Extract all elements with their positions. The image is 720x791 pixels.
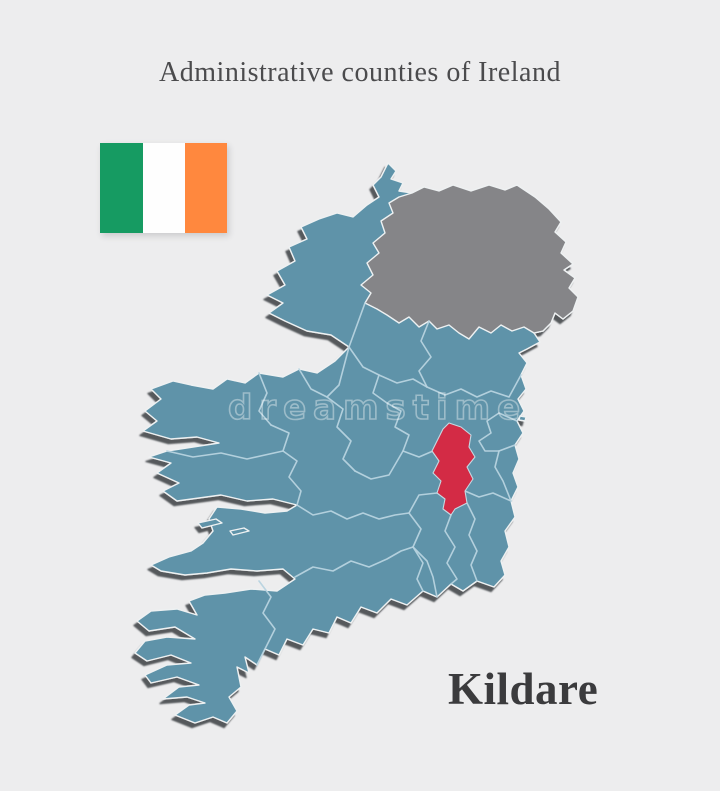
ireland-flag: [100, 143, 227, 233]
county-border-line: [412, 546, 438, 598]
county-border-line: [426, 374, 522, 398]
page-title: Administrative counties of Ireland: [159, 57, 561, 88]
county-border-line: [464, 490, 512, 502]
county-border-line: [418, 320, 432, 388]
flag-orange-stripe: [185, 143, 227, 233]
county-border-line: [256, 580, 276, 666]
county-border-line: [408, 492, 438, 592]
county-border-line: [166, 450, 284, 460]
county-border-line: [378, 374, 428, 388]
northern-ireland-region: [360, 184, 579, 340]
county-border-line: [258, 372, 272, 426]
county-border-line: [354, 450, 404, 480]
county-border-line: [270, 424, 302, 506]
county-border-line: [326, 396, 356, 472]
county-border-line: [444, 514, 458, 585]
county-border-line: [348, 302, 366, 348]
watermark-text: dreamstime: [228, 388, 527, 428]
county-border-line: [402, 450, 434, 458]
county-kildare-highlight: [431, 422, 476, 516]
flag-green-stripe: [100, 143, 143, 233]
county-border-line: [296, 504, 410, 520]
county-border-line: [478, 412, 518, 452]
flag-white-stripe: [143, 143, 185, 233]
island-group: [134, 162, 579, 724]
county-borders: [166, 302, 522, 666]
county-border-line: [466, 502, 478, 582]
county-border-line: [494, 450, 512, 502]
ireland-flag-graphic: [100, 143, 227, 233]
county-border-line: [294, 546, 414, 578]
county-label: Kildare: [448, 664, 599, 714]
aran-islets: [197, 518, 250, 536]
county-border-line: [386, 402, 410, 452]
dublin-islet: [518, 415, 527, 422]
